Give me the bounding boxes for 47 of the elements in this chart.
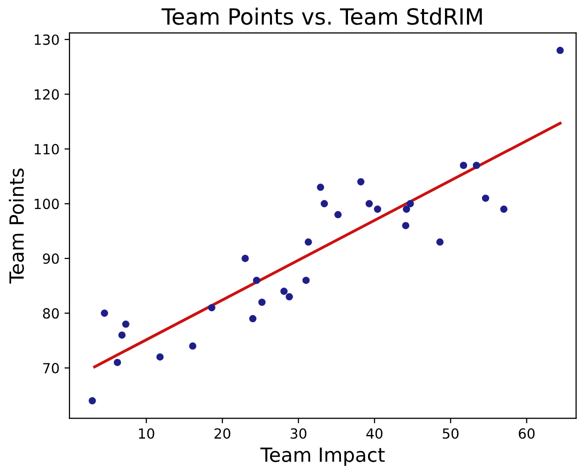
x-tick-label: 50 [442,428,459,439]
x-tick-label: 20 [214,428,230,439]
point [208,304,216,312]
point [189,342,196,350]
point [357,178,364,186]
y-tick-label: 70 [43,362,59,374]
y-tick-label: 130 [34,34,59,45]
y-tick-label: 80 [43,308,59,319]
point [156,353,164,361]
x-axis-title: Team Impact [260,448,385,466]
point [118,331,126,339]
point [436,238,444,246]
chart-title: Team Points vs. Team StdRIM [162,8,482,25]
point [242,254,249,262]
point [316,184,324,191]
point [302,276,310,284]
y-tick-label: 120 [34,89,59,100]
point [402,222,410,230]
x-tick-label: 30 [290,428,306,439]
point [122,320,130,328]
point [88,397,96,404]
point [406,200,414,208]
point [374,206,382,213]
point [482,194,490,202]
point [258,298,266,306]
y-axis-title: Team Points [8,168,24,284]
y-tick-label: 100 [34,198,59,210]
y-tick-label: 110 [34,144,59,154]
x-tick-label: 40 [366,428,382,439]
point [556,46,564,54]
point [286,293,293,300]
x-tick-label: 60 [518,428,535,439]
point [402,206,410,213]
point [366,200,373,208]
x-tick-label: 10 [139,428,154,439]
point [114,358,122,366]
point [500,206,508,213]
point [472,162,480,170]
point [304,238,312,246]
point [249,315,256,322]
point [460,162,468,170]
y-tick-label: 90 [42,253,59,264]
point [280,288,288,295]
point [334,211,342,218]
point [320,200,328,208]
point [252,276,260,284]
point [100,310,108,317]
